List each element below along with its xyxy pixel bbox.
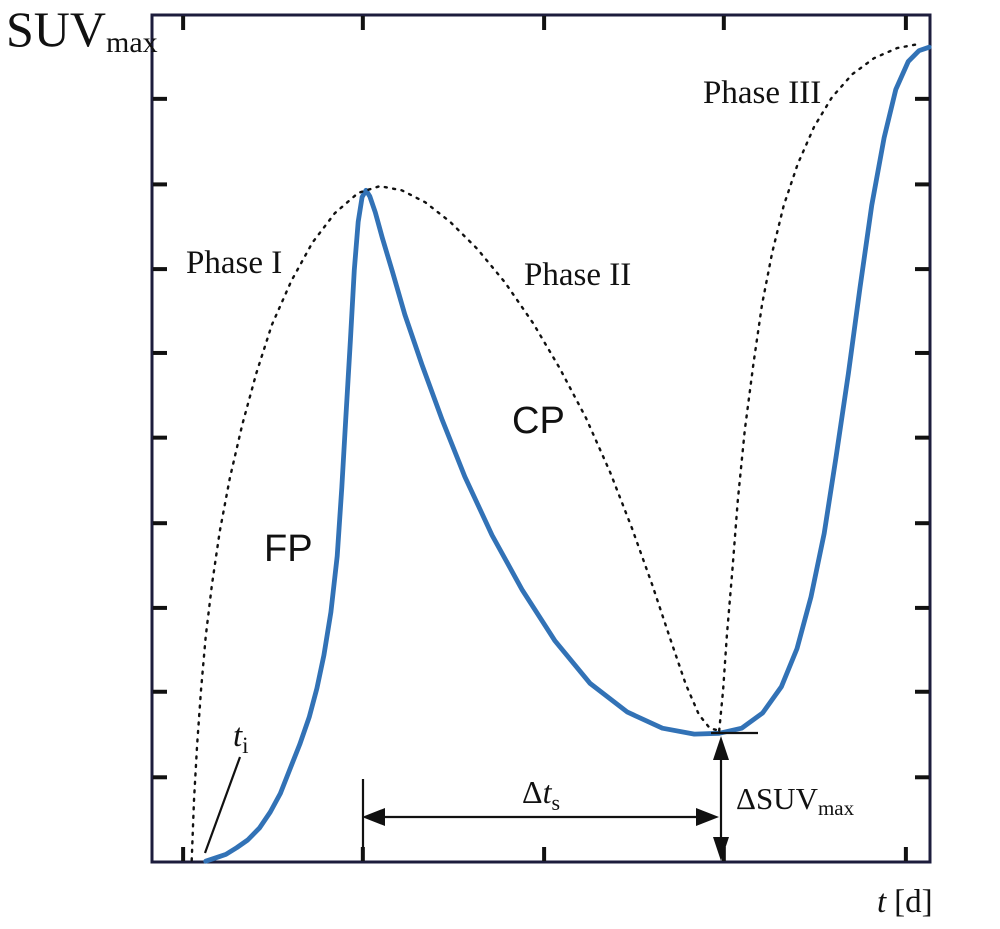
phase-2-label: Phase II [524,257,631,293]
curves-and-ticks-layer [153,16,932,864]
phase-envelope-dotted-III [718,42,922,732]
phase-3-label: Phase III [703,75,821,111]
suvmax-course-solid [203,44,932,864]
ti-label: ti [233,718,249,758]
text-layer: SUVmax t [d] Phase I Phase II Phase III F… [6,1,933,920]
dsuv-label: ΔSUVmax [736,781,855,820]
y-axis-title: SUVmax [6,1,158,59]
phase-1-label: Phase I [186,245,282,281]
phase-envelope-dotted-I-II [190,184,721,862]
dsuv-arrowhead-bottom [713,837,729,861]
annotation-layer [203,731,758,861]
dts-arrowhead-left [362,808,385,826]
dsuv-arrowhead-top [713,736,729,760]
fp-label: FP [264,528,313,570]
plot-frame [150,13,932,864]
cp-label: CP [512,400,565,442]
x-axis-title: t [d] [877,884,933,920]
ti-pointer-line [203,756,242,854]
dts-arrowhead-right [696,808,719,826]
dts-label: Δts [522,774,560,815]
